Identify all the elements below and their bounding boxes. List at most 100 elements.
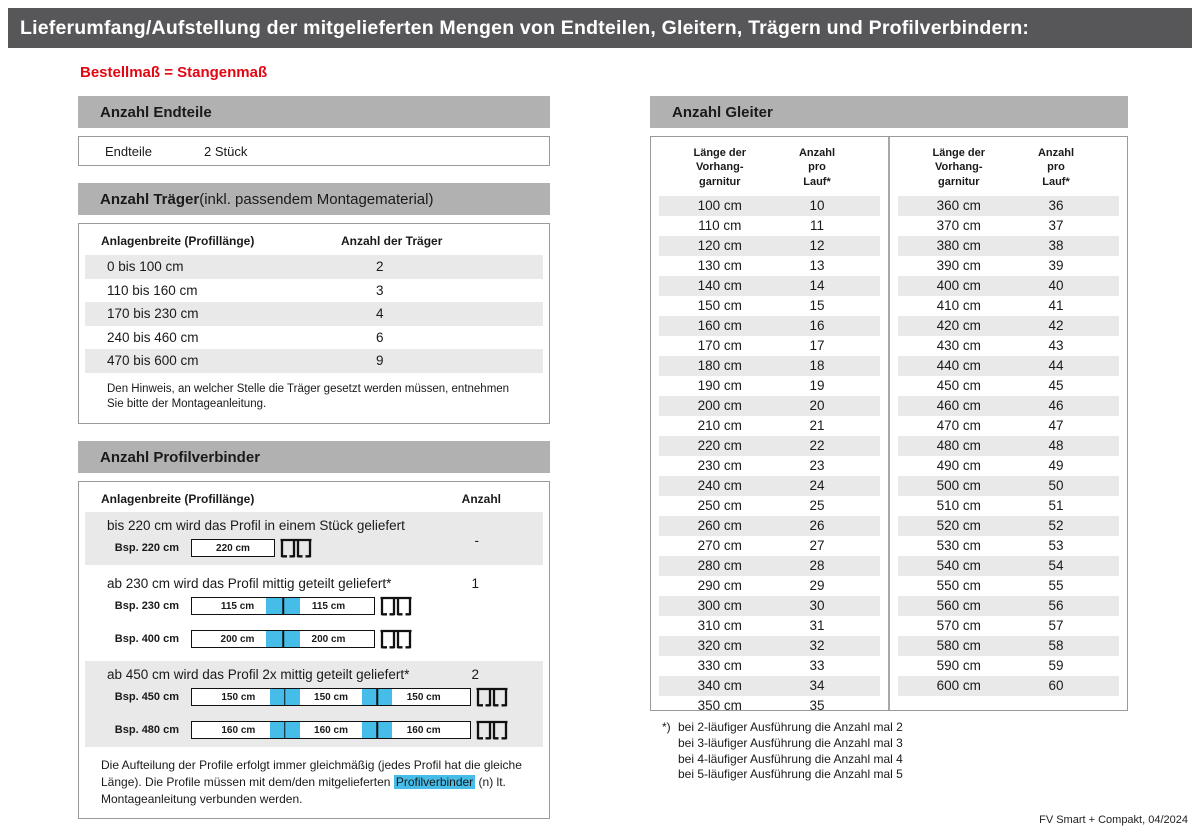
gleiter-count-cell: 20 xyxy=(809,398,825,414)
gleiter-length-cell: 150 cm xyxy=(697,298,742,314)
gleiter-row: 350 cm 35 xyxy=(659,696,880,716)
profile-segment: 160 cm xyxy=(221,724,256,736)
gleiter-length-cell: 290 cm xyxy=(697,578,742,594)
gleiter-count-cell: 11 xyxy=(810,218,825,234)
section-header-traeger: Anzahl Träger (inkl. passendem Montagema… xyxy=(78,183,550,215)
gleiter-count-cell: 25 xyxy=(809,498,825,514)
gleiter-count-cell: 51 xyxy=(1048,498,1064,514)
gleiter-length-cell: 220 cm xyxy=(697,438,742,454)
profile-segment: 160 cm xyxy=(406,724,441,736)
profile-cross-section-icon xyxy=(476,687,508,707)
endteile-box: Endteile 2 Stück xyxy=(78,136,550,166)
gleiter-row: 560 cm 56 xyxy=(898,595,1119,616)
gleiter-count-cell: 13 xyxy=(809,258,825,274)
gleiter-row: 330 cm 33 xyxy=(659,656,880,676)
gleiter-length-cell: 340 cm xyxy=(697,678,742,694)
gleiter-left-header: Länge der Vorhang-garnitur Anzahl pro Lauf* xyxy=(659,146,880,189)
gleiter-length-cell: 510 cm xyxy=(936,498,981,514)
gleiter-count-cell: 29 xyxy=(809,578,825,594)
gleiter-row: 450 cm 45 xyxy=(898,376,1119,396)
profilverbinder-block: ab 450 cm wird das Profil 2x mittig gete… xyxy=(85,661,543,748)
gleiter-length-cell: 540 cm xyxy=(936,558,981,574)
gleiter-count-cell: 43 xyxy=(1048,338,1064,354)
gleiter-row: 280 cm 28 xyxy=(659,555,880,576)
gleiter-row: 240 cm 24 xyxy=(659,475,880,496)
gleiter-count-cell: 26 xyxy=(809,518,825,534)
gleiter-length-cell: 460 cm xyxy=(936,398,981,414)
traeger-row: 470 bis 600 cm 9 xyxy=(85,349,543,373)
traeger-table-header: Anlagenbreite (Profillänge) Anzahl der T… xyxy=(79,224,549,255)
gleiter-row: 380 cm 38 xyxy=(898,235,1119,256)
gleiter-length-cell: 380 cm xyxy=(936,238,981,254)
right-column: Anzahl Gleiter Länge der Vorhang-garnitur… xyxy=(650,96,1128,783)
gleiter-length-cell: 440 cm xyxy=(936,358,981,374)
gleiter-count-cell: 17 xyxy=(809,338,825,354)
profile-segment: 150 cm xyxy=(406,691,441,703)
order-size-note: Bestellmaß = Stangenmaß xyxy=(80,64,268,81)
gleiter-count-cell: 53 xyxy=(1048,538,1064,554)
block-title: ab 450 cm wird das Profil 2x mittig gete… xyxy=(107,667,410,683)
profile-bar-diagram: 220 cm xyxy=(191,539,275,558)
profile-cross-section-icon xyxy=(380,596,412,616)
gleiter-length-cell: 120 cm xyxy=(697,238,742,254)
gleiter-count-cell: 28 xyxy=(809,558,825,574)
gleiter-row: 500 cm 50 xyxy=(898,475,1119,496)
block-count: 2 xyxy=(471,667,479,683)
gleiter-count-cell: 45 xyxy=(1048,378,1064,394)
gleiter-count-cell: 16 xyxy=(809,318,825,334)
gleiter-length-cell: 350 cm xyxy=(697,698,742,714)
gleiter-count-header: Anzahl pro Lauf* xyxy=(1037,147,1075,188)
profilverbinder-block: ab 230 cm wird das Profil mittig geteilt… xyxy=(85,570,543,656)
profile-segment: 200 cm xyxy=(220,633,255,645)
gleiter-row: 580 cm 58 xyxy=(898,635,1119,656)
gleiter-count-cell: 40 xyxy=(1048,278,1064,294)
profile-segment: 160 cm xyxy=(314,724,348,736)
traeger-col2-header: Anzahl der Träger xyxy=(341,234,443,248)
gleiter-row: 570 cm 57 xyxy=(898,616,1119,636)
gleiter-row: 340 cm 34 xyxy=(659,675,880,696)
traeger-count-cell: 9 xyxy=(376,353,384,369)
gleiter-length-cell: 560 cm xyxy=(936,598,981,614)
gleiter-row: 170 cm 17 xyxy=(659,336,880,356)
left-column: Anzahl Endteile Endteile 2 Stück Anzahl … xyxy=(78,96,550,833)
note-text-post: (n) lt. Montageanleitung verbunden werde… xyxy=(101,775,506,807)
gleiter-length-cell: 470 cm xyxy=(936,418,981,434)
gleiter-row: 520 cm 52 xyxy=(898,515,1119,536)
gleiter-count-cell: 30 xyxy=(809,598,825,614)
gleiter-count-cell: 60 xyxy=(1048,678,1064,694)
traeger-note: Den Hinweis, an welcher Stelle die Träge… xyxy=(107,382,510,411)
gleiter-row: 540 cm 54 xyxy=(898,555,1119,576)
gleiter-count-cell: 44 xyxy=(1048,358,1064,374)
traeger-table: Anlagenbreite (Profillänge) Anzahl der T… xyxy=(78,223,550,425)
gleiter-length-cell: 270 cm xyxy=(697,538,742,554)
profile-cross-section-icon xyxy=(380,629,412,649)
gleiter-row: 320 cm 32 xyxy=(659,635,880,656)
gleiter-count-cell: 12 xyxy=(809,238,825,254)
gleiter-length-cell: 420 cm xyxy=(936,318,981,334)
gleiter-length-cell: 310 cm xyxy=(697,618,742,634)
profile-connector xyxy=(269,722,300,739)
gleiter-count-cell: 38 xyxy=(1048,238,1064,254)
profile-connector xyxy=(266,598,300,615)
block-title: ab 230 cm wird das Profil mittig geteilt… xyxy=(107,576,392,592)
profilverbinder-blocks: bis 220 cm wird das Profil in einem Stüc… xyxy=(79,512,549,748)
profile-connector xyxy=(266,631,300,648)
example-label: Bsp. 480 cm xyxy=(114,724,179,737)
profile-example-row: Bsp. 400 cm 200 cm 200 cm xyxy=(85,629,543,649)
gleiter-row: 600 cm 60 xyxy=(898,675,1119,696)
profile-connector xyxy=(269,689,300,706)
gleiter-row: 210 cm 21 xyxy=(659,416,880,436)
gleiter-length-cell: 450 cm xyxy=(936,378,981,394)
gleiter-count-cell: 10 xyxy=(809,198,825,214)
page-title-bar: Lieferumfang/Aufstellung der mitgeliefer… xyxy=(8,8,1192,48)
block-count: - xyxy=(474,533,480,549)
gleiter-row: 260 cm 26 xyxy=(659,515,880,536)
gleiter-count-cell: 54 xyxy=(1048,558,1064,574)
gleiter-row: 490 cm 49 xyxy=(898,456,1119,476)
gleiter-count-cell: 58 xyxy=(1048,638,1064,654)
page-title: Lieferumfang/Aufstellung der mitgeliefer… xyxy=(20,16,1030,39)
gleiter-row: 430 cm 43 xyxy=(898,336,1119,356)
gleiter-count-cell: 39 xyxy=(1048,258,1064,274)
gleiter-row: 460 cm 46 xyxy=(898,395,1119,416)
gleiter-length-cell: 240 cm xyxy=(697,478,742,494)
